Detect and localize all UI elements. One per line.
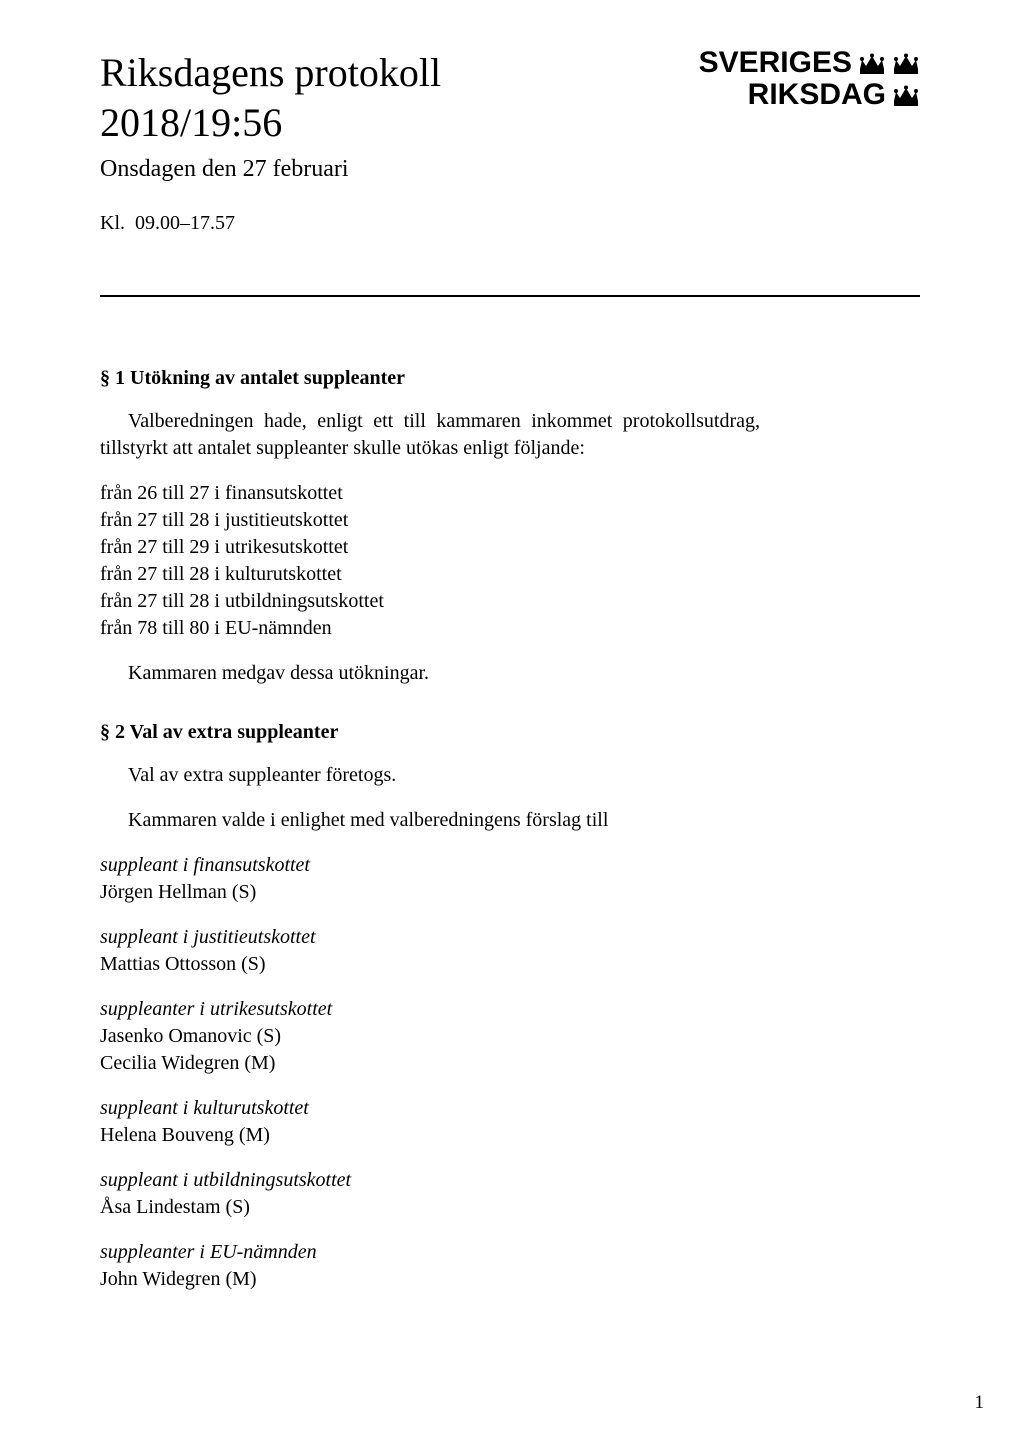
page: Riksdagens protokoll 2018/19:56 Onsdagen…	[0, 0, 1020, 1442]
appointee-name: Mattias Ottosson (S)	[100, 951, 760, 978]
appointee-group-title: suppleanter i utrikesutskottet	[100, 996, 760, 1023]
logo-line-1: SVERIGES	[699, 48, 920, 78]
crown-icon	[858, 48, 886, 78]
crown-icon	[892, 80, 920, 110]
appointee-name: Åsa Lindestam (S)	[100, 1194, 760, 1221]
appointee-group-title: suppleant i justitieutskottet	[100, 924, 760, 951]
appointee-name: Helena Bouveng (M)	[100, 1122, 760, 1149]
document-subtitle: Onsdagen den 27 februari	[100, 154, 679, 184]
appointee-group-title: suppleant i kulturutskottet	[100, 1095, 760, 1122]
document-title-line-1: Riksdagens protokoll	[100, 48, 679, 98]
appointee-group: suppleant i finansutskottet Jörgen Hellm…	[100, 852, 760, 906]
section-2-paragraph: Kammaren valde i enlighet med valberedni…	[100, 807, 760, 834]
list-item: från 27 till 28 i kulturutskottet	[100, 561, 760, 588]
list-item: från 27 till 29 i utrikesutskottet	[100, 534, 760, 561]
time-label: Kl.	[100, 212, 125, 234]
list-item: från 27 till 28 i justitieutskottet	[100, 507, 760, 534]
section-heading-1: § 1 Utökning av antalet suppleanter	[100, 367, 760, 390]
list-item: från 27 till 28 i utbildningsutskottet	[100, 588, 760, 615]
crown-icon	[892, 48, 920, 78]
section-2-paragraph: Val av extra suppleanter företogs.	[100, 762, 760, 789]
appointee-group: suppleanter i utrikesutskottet Jasenko O…	[100, 996, 760, 1077]
document-title-line-2: 2018/19:56	[100, 98, 679, 148]
section-1-list: från 26 till 27 i finansutskottet från 2…	[100, 480, 760, 642]
logo-text-sveriges: SVERIGES	[699, 48, 852, 78]
appointee-name: Cecilia Widegren (M)	[100, 1050, 760, 1077]
time-value: 09.00–17.57	[135, 212, 235, 234]
section-heading-2: § 2 Val av extra suppleanter	[100, 721, 760, 744]
appointee-name: Jasenko Omanovic (S)	[100, 1023, 760, 1050]
appointee-group-title: suppleanter i EU-nämnden	[100, 1239, 760, 1266]
appointee-group-title: suppleant i utbildningsutskottet	[100, 1167, 760, 1194]
appointee-name: Jörgen Hellman (S)	[100, 879, 760, 906]
appointee-group: suppleant i justitieutskottet Mattias Ot…	[100, 924, 760, 978]
header: Riksdagens protokoll 2018/19:56 Onsdagen…	[100, 48, 920, 184]
title-block: Riksdagens protokoll 2018/19:56 Onsdagen…	[100, 48, 679, 184]
divider	[100, 295, 920, 297]
appointee-group: suppleanter i EU-nämnden John Widegren (…	[100, 1239, 760, 1293]
appointee-group: suppleant i utbildningsutskottet Åsa Lin…	[100, 1167, 760, 1221]
list-item: från 78 till 80 i EU-nämnden	[100, 615, 760, 642]
riksdag-logo: SVERIGES	[699, 48, 920, 110]
section-1-paragraph: Valberedningen hade, enligt ett till kam…	[100, 408, 760, 462]
appointee-name: John Widegren (M)	[100, 1266, 760, 1293]
time-line: Kl. 09.00–17.57	[100, 212, 920, 235]
page-number: 1	[975, 1392, 985, 1414]
body-column: § 1 Utökning av antalet suppleanter Valb…	[100, 367, 760, 1293]
logo-text-riksdag: RIKSDAG	[748, 80, 886, 110]
appointee-group: suppleant i kulturutskottet Helena Bouve…	[100, 1095, 760, 1149]
section-1-trailing-paragraph: Kammaren medgav dessa utökningar.	[100, 660, 760, 687]
logo-line-2: RIKSDAG	[699, 80, 920, 110]
appointee-group-title: suppleant i finansutskottet	[100, 852, 760, 879]
list-item: från 26 till 27 i finansutskottet	[100, 480, 760, 507]
